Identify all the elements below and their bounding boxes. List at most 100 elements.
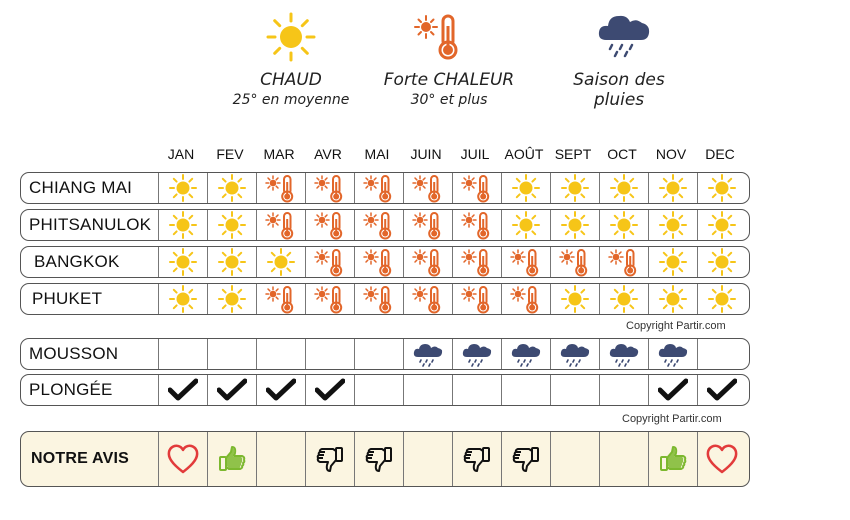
plongee-cell-nov: [648, 375, 697, 405]
thermometer-sun-icon: [265, 210, 297, 240]
city-bangkok-row: BANGKOK: [20, 246, 750, 278]
notre-avis-cell-avr: [305, 432, 354, 486]
check-icon: [707, 378, 737, 402]
city-chiang-mai-cell-fev: [207, 173, 256, 203]
mousson-cell-oct: [599, 339, 648, 369]
plongee-cell-juil: [452, 375, 501, 405]
thermometer-sun-icon: [461, 284, 493, 314]
city-phuket-cell-juil: [452, 284, 501, 314]
rain-cloud-icon: [608, 341, 640, 367]
city-phuket-cell-mai: [354, 284, 403, 314]
city-phitsanulok-cell-jan: [158, 210, 207, 240]
month-jan: JAN: [167, 146, 195, 162]
sun-icon: [609, 210, 639, 240]
sun-icon: [266, 12, 316, 62]
city-bangkok-cell-jan: [158, 247, 207, 277]
legend-chaud-subtitle: 25° en moyenne: [232, 92, 350, 108]
sun-icon: [511, 173, 541, 203]
mousson-cell-août: [501, 339, 550, 369]
city-bangkok-cell-oct: [599, 247, 648, 277]
thermometer-sun-icon: [510, 247, 542, 277]
check-icon: [168, 378, 198, 402]
city-phitsanulok-cell-fev: [207, 210, 256, 240]
legend-saison-pluies: Saison des pluies: [534, 70, 704, 110]
city-bangkok-cell-fev: [207, 247, 256, 277]
notre-avis-cell-juin: [403, 432, 452, 486]
sun-icon: [168, 247, 198, 277]
city-chiang-mai-label: CHIANG MAI: [29, 178, 133, 197]
thermometer-sun-icon: [510, 284, 542, 314]
rain-cloud-icon: [510, 341, 542, 367]
copyright-text-2: Copyright Partir.com: [622, 413, 722, 425]
thermometer-sun-icon: [559, 247, 591, 277]
sun-icon: [609, 173, 639, 203]
sun-icon: [168, 210, 198, 240]
city-phuket-cell-nov: [648, 284, 697, 314]
legend-saison-pluies-title: Saison des: [573, 70, 665, 90]
sun-icon: [658, 284, 688, 314]
sun-icon: [560, 173, 590, 203]
thumbs-up-icon: [217, 444, 247, 474]
city-phitsanulok-cell-mar: [256, 210, 305, 240]
plongee-cell-oct: [599, 375, 648, 405]
rain-cloud-icon: [412, 341, 444, 367]
city-phuket-cell-août: [501, 284, 550, 314]
plongee-cell-avr: [305, 375, 354, 405]
thumbs-up-icon: [658, 444, 688, 474]
city-phuket-cell-jan: [158, 284, 207, 314]
copyright-text: Copyright Partir.com: [626, 320, 726, 332]
plongee-cell-sept: [550, 375, 599, 405]
month-fev: FEV: [216, 146, 244, 162]
sun-icon: [658, 173, 688, 203]
thermometer-sun-icon: [461, 210, 493, 240]
city-chiang-mai-cell-dec: [697, 173, 746, 203]
sun-icon: [707, 210, 737, 240]
thumbs-down-icon: [511, 444, 541, 474]
notre-avis-row: NOTRE AVIS: [20, 431, 750, 487]
plongee-cell-mai: [354, 375, 403, 405]
thermometer-sun-icon: [414, 12, 464, 62]
thermometer-sun-icon: [363, 284, 395, 314]
thermometer-sun-icon: [461, 247, 493, 277]
heart-icon: [705, 443, 739, 475]
city-bangkok-cell-juil: [452, 247, 501, 277]
city-phuket-cell-sept: [550, 284, 599, 314]
sun-icon: [217, 173, 247, 203]
thermometer-sun-icon: [314, 284, 346, 314]
mousson-cell-mar: [256, 339, 305, 369]
plongee-cell-dec: [697, 375, 746, 405]
city-chiang-mai-cell-oct: [599, 173, 648, 203]
thermometer-sun-icon: [412, 173, 444, 203]
thermometer-sun-icon: [363, 173, 395, 203]
mousson-cell-juil: [452, 339, 501, 369]
sun-icon: [609, 284, 639, 314]
notre-avis-cell-sept: [550, 432, 599, 486]
thermometer-sun-icon: [314, 210, 346, 240]
city-chiang-mai-cell-avr: [305, 173, 354, 203]
city-phitsanulok-cell-juil: [452, 210, 501, 240]
sun-icon: [266, 247, 296, 277]
thumbs-down-icon: [315, 444, 345, 474]
thumbs-down-icon: [364, 444, 394, 474]
city-bangkok-cell-nov: [648, 247, 697, 277]
city-phuket-row: PHUKET: [20, 283, 750, 315]
check-icon: [217, 378, 247, 402]
legend-chaud-title: CHAUD: [260, 70, 322, 90]
notre-avis-cell-fev: [207, 432, 256, 486]
plongee-cell-jan: [158, 375, 207, 405]
plongee-row: PLONGÉE: [20, 374, 750, 406]
city-chiang-mai-row: CHIANG MAI: [20, 172, 750, 204]
check-icon: [266, 378, 296, 402]
month-sept: SEPT: [554, 146, 592, 162]
legend-saison-pluies-subtitle: pluies: [593, 90, 645, 110]
notre-avis-cell-dec: [697, 432, 746, 486]
city-chiang-mai-cell-nov: [648, 173, 697, 203]
sun-icon: [707, 173, 737, 203]
sun-icon: [658, 247, 688, 277]
rain-cloud-icon: [596, 10, 652, 60]
sun-icon: [560, 284, 590, 314]
city-chiang-mai-cell-mar: [256, 173, 305, 203]
month-nov: NOV: [655, 146, 687, 162]
mousson-cell-juin: [403, 339, 452, 369]
city-phitsanulok-cell-dec: [697, 210, 746, 240]
